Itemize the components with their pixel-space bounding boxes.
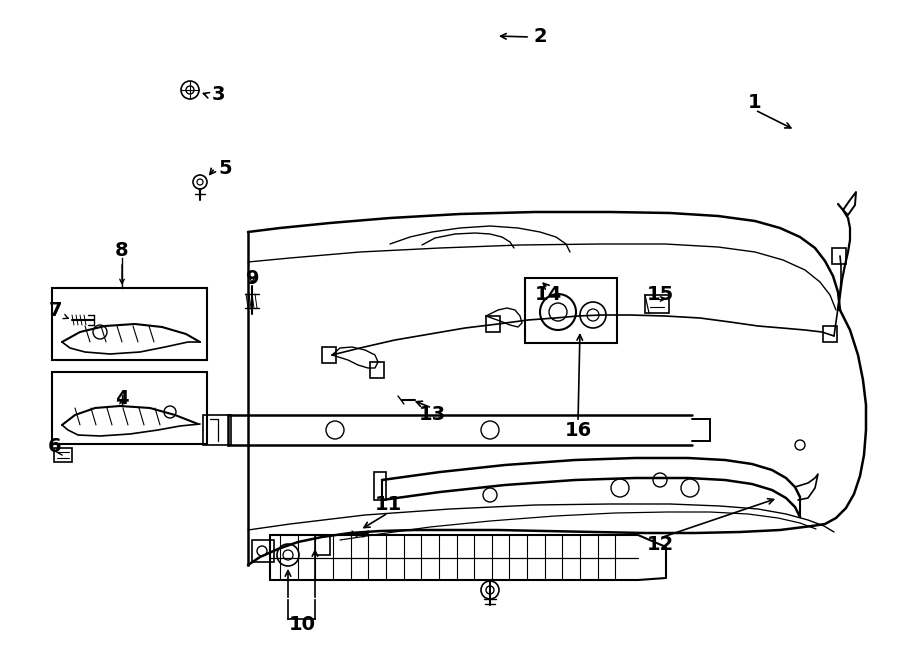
Bar [252,540,274,562]
Bar [525,278,617,343]
Bar [54,448,72,462]
Text: 15: 15 [646,286,673,305]
Text: 8: 8 [115,241,129,260]
Bar [370,362,384,378]
Text: 3: 3 [212,85,225,104]
Text: 11: 11 [374,496,401,514]
Bar [832,248,846,264]
Text: 6: 6 [49,438,62,457]
Bar [486,316,500,332]
Bar [823,326,837,342]
Text: 7: 7 [49,301,62,319]
Text: 5: 5 [218,159,232,178]
Bar [374,472,386,500]
Text: 10: 10 [289,615,316,635]
Text: 14: 14 [535,286,562,305]
Bar [315,535,330,555]
Text: 2: 2 [533,28,547,46]
Text: 13: 13 [418,405,446,424]
Bar [645,295,669,313]
Bar [52,372,207,444]
Bar [52,288,207,360]
Bar [203,415,231,445]
Text: 1: 1 [748,93,761,112]
Text: 4: 4 [115,389,129,407]
Bar [322,347,336,363]
Text: 9: 9 [247,268,260,288]
Text: 16: 16 [564,420,591,440]
Text: 12: 12 [646,535,673,555]
